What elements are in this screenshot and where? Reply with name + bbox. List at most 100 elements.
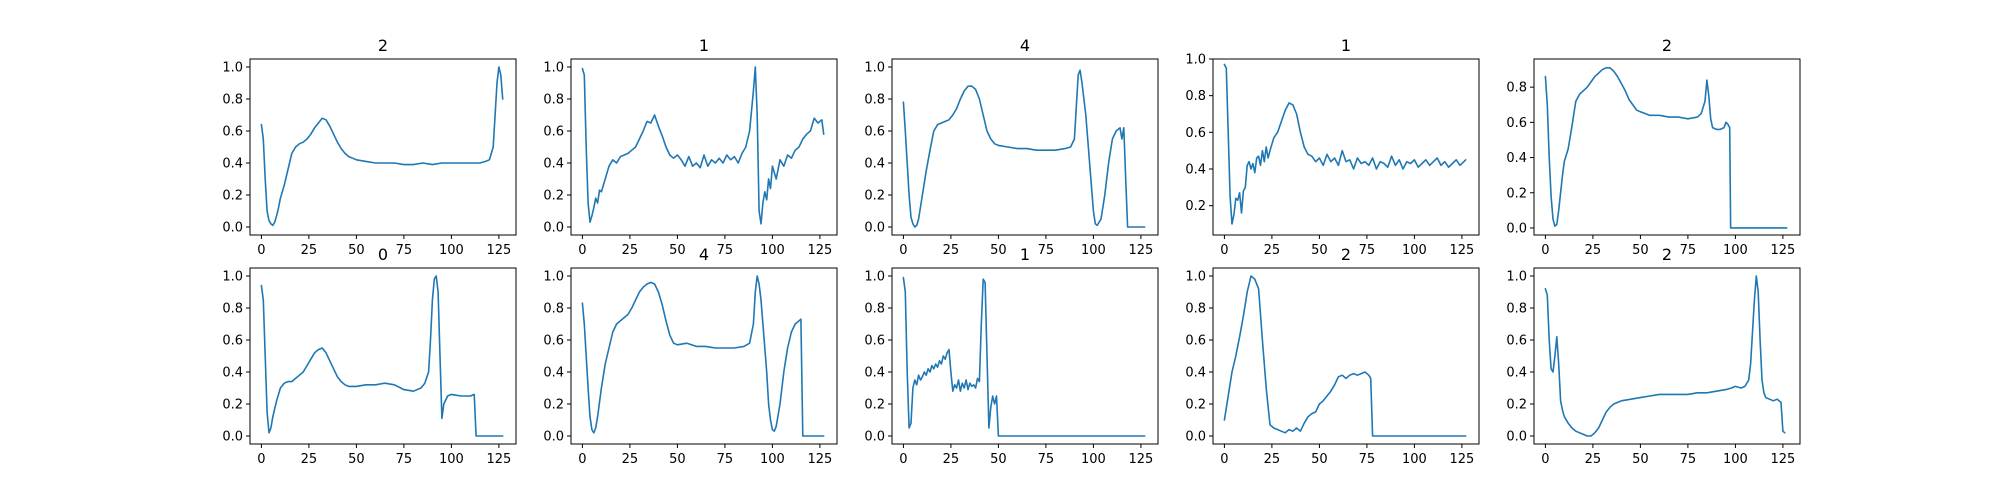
x-tick-label: 50 bbox=[1632, 243, 1649, 258]
y-tick-label: 0.6 bbox=[1185, 334, 1206, 349]
series-line bbox=[1223, 275, 1467, 437]
axes-frame bbox=[1212, 58, 1480, 236]
x-tick-label: 125 bbox=[1128, 243, 1153, 258]
y-tick-label: 0.8 bbox=[543, 93, 564, 108]
x-tick-label: 0 bbox=[1220, 243, 1228, 258]
y-tick-label: 0.0 bbox=[1506, 221, 1527, 236]
y-tick-label: 0.4 bbox=[1506, 366, 1527, 381]
axes-frame bbox=[249, 267, 517, 445]
x-tick-label: 125 bbox=[1770, 452, 1795, 467]
y-tick-label: 1.0 bbox=[222, 270, 243, 285]
y-tick-label: 0.6 bbox=[864, 125, 885, 140]
panel-title: 2 bbox=[1662, 245, 1672, 264]
x-tick-label: 75 bbox=[1359, 243, 1376, 258]
x-tick-label: 75 bbox=[1680, 243, 1697, 258]
y-tick-label: 0.8 bbox=[864, 93, 885, 108]
panel-title: 4 bbox=[1020, 36, 1030, 55]
chart-panel-1: 0 25 50 75 100 125 0.0 0.2 0.4 0.6 0.8 1.0 2 bbox=[222, 36, 517, 258]
panel-title: 1 bbox=[1020, 245, 1030, 264]
x-tick-label: 50 bbox=[1632, 452, 1649, 467]
y-tick-label: 0.0 bbox=[222, 221, 243, 236]
series-line bbox=[260, 275, 504, 437]
series-line bbox=[581, 275, 825, 437]
x-tick-label: 125 bbox=[1449, 243, 1474, 258]
y-tick-label: 0.8 bbox=[1185, 302, 1206, 317]
axes-frame bbox=[891, 267, 1159, 445]
x-tick-label: 0 bbox=[578, 243, 586, 258]
x-tick-label: 0 bbox=[1541, 452, 1549, 467]
x-tick-label: 125 bbox=[1449, 452, 1474, 467]
y-tick-label: 0.8 bbox=[1506, 302, 1527, 317]
x-tick-label: 75 bbox=[396, 452, 413, 467]
x-tick-label: 0 bbox=[899, 452, 907, 467]
x-tick-label: 25 bbox=[301, 243, 318, 258]
y-tick-label: 0.0 bbox=[864, 430, 885, 445]
x-tick-label: 0 bbox=[257, 243, 265, 258]
y-tick-label: 0.4 bbox=[1185, 366, 1206, 381]
x-tick-label: 25 bbox=[943, 243, 960, 258]
x-tick-label: 100 bbox=[1723, 452, 1748, 467]
x-tick-label: 125 bbox=[807, 243, 832, 258]
x-tick-label: 100 bbox=[760, 452, 785, 467]
x-tick-label: 50 bbox=[1311, 243, 1328, 258]
y-tick-label: 0.2 bbox=[864, 398, 885, 413]
y-tick-label: 0.2 bbox=[543, 398, 564, 413]
axes-frame bbox=[1533, 267, 1801, 445]
series-line bbox=[581, 66, 825, 225]
series-line bbox=[260, 66, 504, 227]
x-tick-label: 100 bbox=[1402, 243, 1427, 258]
panel-title: 2 bbox=[1662, 36, 1672, 55]
axes-frame bbox=[1533, 58, 1801, 236]
x-tick-label: 125 bbox=[486, 243, 511, 258]
y-tick-label: 0.2 bbox=[543, 189, 564, 204]
x-tick-label: 125 bbox=[807, 452, 832, 467]
x-tick-label: 100 bbox=[439, 243, 464, 258]
y-tick-label: 0.6 bbox=[222, 125, 243, 140]
y-tick-label: 0.6 bbox=[1506, 116, 1527, 131]
x-tick-label: 100 bbox=[1723, 243, 1748, 258]
y-tick-label: 0.8 bbox=[222, 93, 243, 108]
y-tick-label: 1.0 bbox=[222, 61, 243, 76]
y-tick-label: 0.4 bbox=[864, 366, 885, 381]
chart-panel-10: 0 25 50 75 100 125 0.0 0.2 0.4 0.6 0.8 1.0 2 bbox=[1506, 245, 1801, 467]
chart-panel-6: 0 25 50 75 100 125 0.0 0.2 0.4 0.6 0.8 1.0 0 bbox=[222, 245, 517, 467]
x-tick-label: 0 bbox=[578, 452, 586, 467]
x-tick-label: 25 bbox=[943, 452, 960, 467]
y-tick-label: 0.4 bbox=[543, 157, 564, 172]
chart-panel-4: 0 25 50 75 100 125 0.2 0.4 0.6 0.8 1.0 1 bbox=[1185, 36, 1480, 258]
chart-panel-8: 0 25 50 75 100 125 0.0 0.2 0.4 0.6 0.8 1.0 1 bbox=[864, 245, 1159, 467]
axes-frame bbox=[570, 58, 838, 236]
y-tick-label: 0.4 bbox=[1185, 163, 1206, 178]
x-tick-label: 100 bbox=[760, 243, 785, 258]
y-tick-label: 1.0 bbox=[1185, 53, 1206, 68]
x-tick-label: 50 bbox=[990, 243, 1007, 258]
y-tick-label: 0.2 bbox=[1185, 199, 1206, 214]
x-tick-label: 50 bbox=[348, 243, 365, 258]
y-tick-label: 1.0 bbox=[543, 61, 564, 76]
y-tick-label: 0.2 bbox=[222, 189, 243, 204]
y-tick-label: 1.0 bbox=[543, 270, 564, 285]
y-tick-label: 0.0 bbox=[222, 430, 243, 445]
panel-title: 2 bbox=[378, 36, 388, 55]
y-tick-label: 0.4 bbox=[222, 366, 243, 381]
series-line bbox=[902, 276, 1146, 437]
x-tick-label: 75 bbox=[1680, 452, 1697, 467]
axes-frame bbox=[249, 58, 517, 236]
y-tick-label: 0.0 bbox=[864, 221, 885, 236]
y-tick-label: 0.2 bbox=[222, 398, 243, 413]
chart-panel-5: 0 25 50 75 100 125 0.0 0.2 0.4 0.6 0.8 2 bbox=[1506, 36, 1801, 258]
chart-panel-7: 0 25 50 75 100 125 0.0 0.2 0.4 0.6 0.8 1.0 4 bbox=[543, 245, 838, 467]
y-tick-label: 0.2 bbox=[864, 189, 885, 204]
series-line bbox=[1223, 63, 1467, 225]
y-tick-label: 0.2 bbox=[1506, 398, 1527, 413]
axes-frame bbox=[570, 267, 838, 445]
x-tick-label: 25 bbox=[1264, 452, 1281, 467]
series-line bbox=[902, 69, 1146, 228]
y-tick-label: 0.6 bbox=[543, 334, 564, 349]
chart-panel-2: 0 25 50 75 100 125 0.0 0.2 0.4 0.6 0.8 1.0 1 bbox=[543, 36, 838, 258]
x-tick-label: 75 bbox=[717, 452, 734, 467]
series-line bbox=[1544, 275, 1786, 437]
x-tick-label: 100 bbox=[439, 452, 464, 467]
x-tick-label: 25 bbox=[1585, 243, 1602, 258]
y-tick-label: 0.8 bbox=[222, 302, 243, 317]
